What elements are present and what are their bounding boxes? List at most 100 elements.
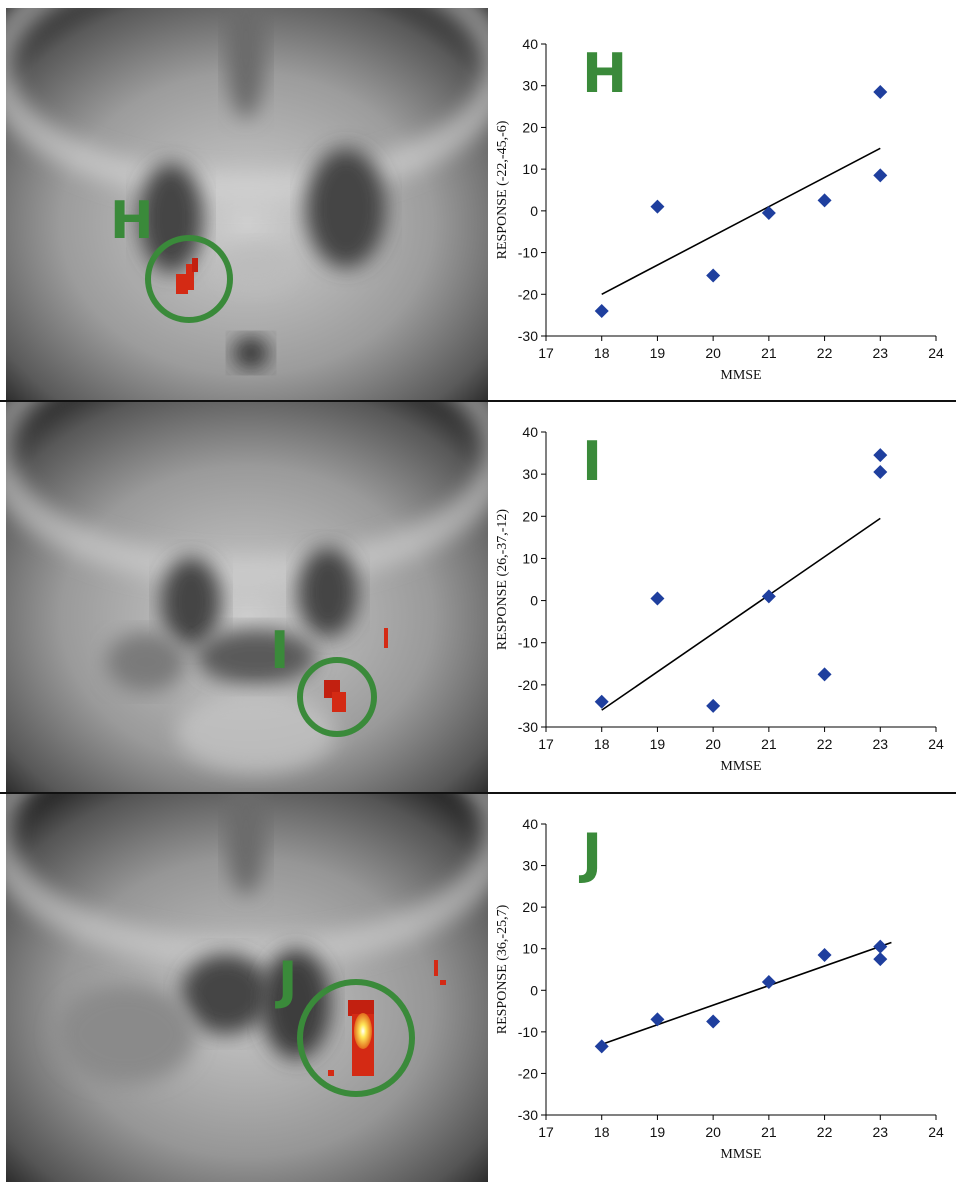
brain-image-j: J	[6, 794, 488, 1182]
x-tick-label: 22	[817, 736, 833, 752]
data-point	[873, 448, 888, 463]
scatter-panel-j: -30 -20 -10 0 10 20 30 40 17 18 19 20 21 22 23 24 MMSE RE…	[488, 794, 956, 1182]
x-tick-label: 20	[705, 1124, 721, 1140]
region-circle-i	[297, 657, 377, 737]
x-tick-label: 24	[928, 1124, 944, 1140]
trend-line	[601, 517, 881, 711]
x-tick-label: 23	[872, 736, 888, 752]
y-tick-label: 10	[522, 161, 538, 177]
y-tick-label: -10	[518, 635, 538, 651]
chart-title: I	[582, 430, 602, 493]
x-tick-label: 22	[817, 345, 833, 361]
x-axis-label: MMSE	[720, 1147, 761, 1162]
chart-title: H	[582, 42, 627, 105]
data-point	[761, 205, 776, 220]
y-tick-label: -20	[518, 677, 538, 693]
x-tick-label: 20	[705, 345, 721, 361]
x-tick-label: 21	[761, 1124, 777, 1140]
data-point	[594, 694, 609, 709]
brain-slice-i: I	[6, 402, 488, 792]
figure-row-j: J -30 -20 -10 0 10 20 30 40 17 18 19 20 21 22 23 24 MMSE…	[0, 794, 956, 1182]
activation-blob-i	[324, 628, 388, 712]
figure-row-h: H -30 -20 -10 0 10 20 30 40 17 18 19 20 21 22 23 24 MMSE…	[0, 8, 956, 400]
brain-slice-h: H	[6, 8, 488, 400]
x-tick-label: 22	[817, 1124, 833, 1140]
data-point	[873, 952, 888, 967]
y-tick-label: 40	[522, 36, 538, 52]
x-tick-label: 20	[705, 736, 721, 752]
data-point	[650, 591, 665, 606]
brain-image-i: I	[6, 402, 488, 792]
scatter-chart-h: -30 -20 -10 0 10 20 30 40 17 18 19 20 21 22 23 24 MMSE RE…	[495, 36, 944, 383]
x-tick-label: 17	[538, 736, 554, 752]
data-point	[650, 1012, 665, 1027]
data-point	[873, 939, 888, 954]
data-point	[594, 303, 609, 318]
brain-slice-j: J	[6, 794, 488, 1182]
data-point	[817, 667, 832, 682]
x-tick-label: 24	[928, 345, 944, 361]
data-point	[817, 947, 832, 962]
trend-line	[601, 147, 881, 295]
x-tick-label: 17	[538, 1124, 554, 1140]
x-tick-label: 23	[872, 345, 888, 361]
data-point	[706, 1014, 721, 1029]
scatter-chart-j: -30 -20 -10 0 10 20 30 40 17 18 19 20 21 22 23 24 MMSE RE…	[495, 816, 944, 1162]
x-tick-label: 24	[928, 736, 944, 752]
brain-letter-h: H	[110, 191, 154, 251]
data-point	[650, 199, 665, 214]
x-tick-label: 21	[761, 736, 777, 752]
scatter-chart-i: -30 -20 -10 0 10 20 30 40 17 18 19 20 21 22 23 24 MMSE RE…	[495, 424, 944, 774]
data-point	[761, 974, 776, 989]
activation-blob-h	[176, 258, 198, 294]
data-point	[817, 193, 832, 208]
brain-letter-j: J	[275, 951, 297, 1011]
scatter-panel-i: -30 -20 -10 0 10 20 30 40 17 18 19 20 21 22 23 24 MMSE RE…	[488, 402, 956, 792]
y-tick-label: 0	[530, 982, 538, 998]
brain-letter-i: I	[270, 621, 289, 681]
y-tick-label: -30	[518, 719, 538, 735]
x-tick-label: 18	[594, 345, 610, 361]
y-tick-label: 10	[522, 550, 538, 566]
activation-blob-j	[328, 960, 446, 1076]
x-tick-label: 18	[594, 1124, 610, 1140]
data-point	[706, 268, 721, 283]
y-tick-label: 10	[522, 941, 538, 957]
y-tick-label: 20	[522, 119, 538, 135]
scatter-panel-h: -30 -20 -10 0 10 20 30 40 17 18 19 20 21 22 23 24 MMSE RE…	[488, 8, 956, 400]
y-tick-label: -10	[518, 1024, 538, 1040]
y-tick-label: 30	[522, 858, 538, 874]
row-divider-2	[0, 792, 956, 794]
y-axis-label: RESPONSE (26,-37,-12)	[495, 509, 510, 651]
y-tick-label: 0	[530, 203, 538, 219]
y-tick-label: 40	[522, 424, 538, 440]
data-point	[594, 1039, 609, 1054]
y-tick-label: 20	[522, 508, 538, 524]
y-tick-label: -30	[518, 328, 538, 344]
x-axis-label: MMSE	[720, 368, 761, 383]
region-circle-j	[297, 979, 415, 1097]
y-tick-label: -10	[518, 245, 538, 261]
y-tick-label: 30	[522, 78, 538, 94]
figure-row-i: I -30 -20 -10 0 10 20 30 40 17 18 19 20 21 22 23 24 MMSE…	[0, 402, 956, 792]
row-divider-1	[0, 400, 956, 402]
y-axis-label: RESPONSE (-22,-45,-6)	[495, 120, 510, 259]
brain-image-h: H	[6, 8, 488, 400]
x-tick-label: 19	[650, 1124, 666, 1140]
y-tick-label: 30	[522, 466, 538, 482]
data-point	[873, 84, 888, 99]
data-point	[761, 589, 776, 604]
x-tick-label: 23	[872, 1124, 888, 1140]
y-tick-label: -20	[518, 1065, 538, 1081]
x-tick-label: 17	[538, 345, 554, 361]
y-tick-label: 0	[530, 593, 538, 609]
x-tick-label: 19	[650, 736, 666, 752]
chart-title: J	[578, 822, 602, 885]
y-tick-label: 40	[522, 816, 538, 832]
x-tick-label: 19	[650, 345, 666, 361]
x-tick-label: 18	[594, 736, 610, 752]
trend-line	[601, 941, 892, 1046]
region-circle-h	[145, 235, 233, 323]
x-tick-label: 21	[761, 345, 777, 361]
data-point	[873, 168, 888, 183]
